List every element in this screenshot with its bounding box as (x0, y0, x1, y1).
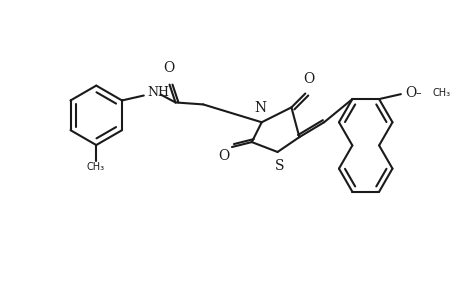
Text: N: N (254, 101, 266, 115)
Text: –: – (415, 88, 420, 98)
Text: NH: NH (147, 86, 169, 99)
Text: CH₃: CH₃ (86, 162, 104, 172)
Text: O: O (303, 72, 314, 86)
Text: O: O (404, 86, 415, 100)
Text: O: O (218, 149, 229, 163)
Text: S: S (274, 159, 284, 173)
Text: O: O (162, 61, 174, 75)
Text: CH₃: CH₃ (431, 88, 450, 98)
